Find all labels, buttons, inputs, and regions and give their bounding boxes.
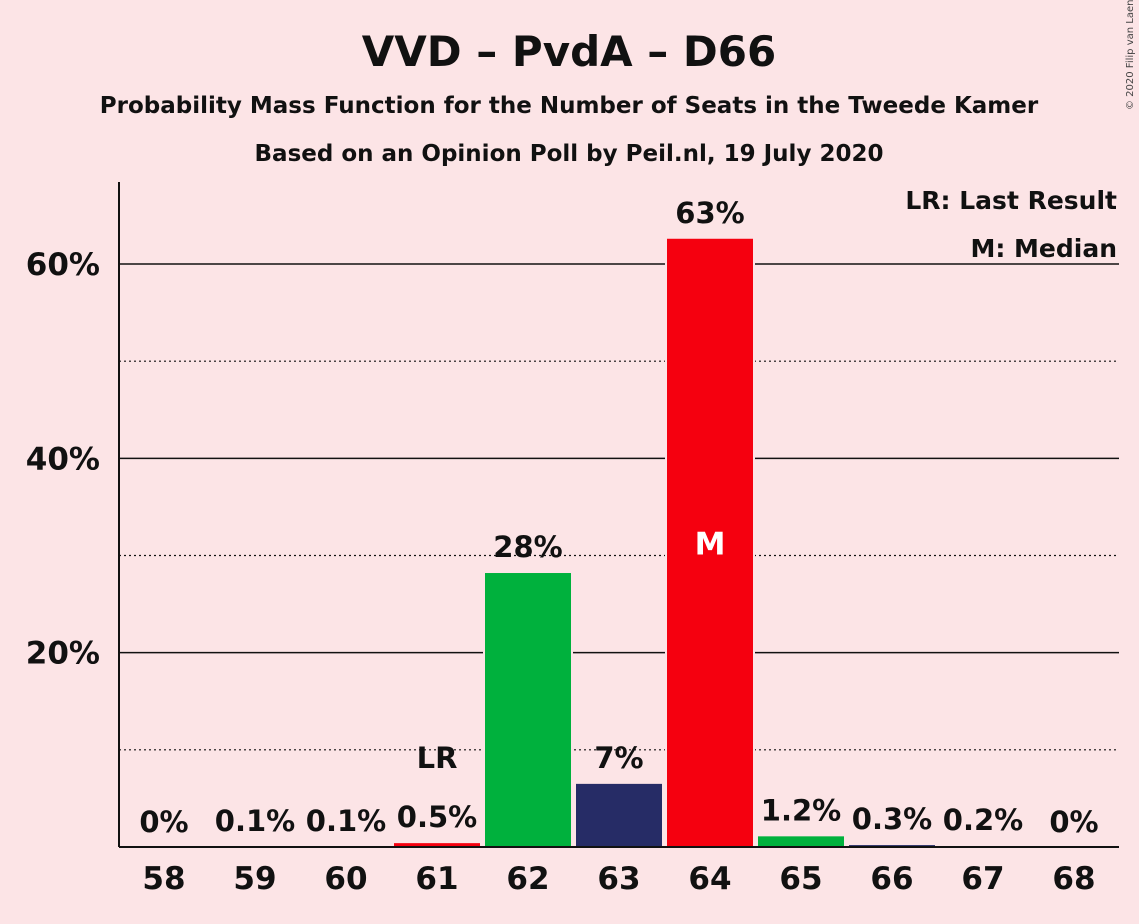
x-tick-label: 58: [142, 861, 185, 897]
bar-labels: 0% 58 0.1% 59 0.1% 60 0.5% 61 28% 62 7% 63 63% 64 1.2%…: [139, 196, 1098, 897]
x-tick-label: 61: [415, 861, 458, 897]
median-marker: M: [695, 527, 726, 563]
chart-title: VVD – PvdA – D66: [362, 27, 776, 76]
bar-value-label: 7%: [594, 741, 643, 775]
chart-subtitle: Probability Mass Function for the Number…: [100, 93, 1039, 119]
y-tick-label: 20%: [26, 636, 100, 672]
bar-value-label: 63%: [675, 196, 744, 230]
copyright-note: © 2020 Filip van Laenen: [1125, 0, 1136, 110]
last-result-marker: LR: [417, 741, 458, 775]
chart-source: Based on an Opinion Poll by Peil.nl, 19 …: [255, 141, 884, 167]
x-tick-label: 59: [233, 861, 276, 897]
bar-seats-63: [574, 781, 664, 848]
bar-value-label: 0.3%: [852, 802, 932, 836]
x-tick-label: 64: [688, 861, 731, 897]
bar-value-label: 28%: [493, 530, 562, 564]
x-tick-label: 67: [961, 861, 1004, 897]
x-tick-label: 66: [870, 861, 913, 897]
legend-backdrop: [901, 186, 1120, 215]
bar-value-label: 0.2%: [943, 803, 1023, 837]
x-tick-label: 68: [1052, 861, 1095, 897]
bar-value-label: 0.1%: [215, 804, 295, 838]
y-tick-label: 40%: [26, 441, 100, 477]
x-tick-label: 62: [506, 861, 549, 897]
x-tick-label: 65: [779, 861, 822, 897]
gridlines: [119, 263, 1119, 751]
bar-value-label: 0.5%: [397, 800, 477, 834]
bar-value-label: 0%: [1049, 805, 1098, 839]
legend-backdrop: [966, 234, 1119, 263]
y-tick-label: 60%: [26, 247, 100, 283]
axes: 20% 40% 60%: [26, 182, 1119, 848]
legend: LR: Last Result M: Median: [901, 186, 1120, 263]
bar-value-label: 1.2%: [761, 793, 841, 827]
bar-value-label: 0%: [139, 805, 188, 839]
legend-entry: LR: Last Result: [905, 186, 1117, 215]
bar-value-label: 0.1%: [306, 804, 386, 838]
bar-seats-65: [756, 834, 846, 849]
legend-entry: M: Median: [970, 234, 1117, 263]
x-tick-label: 60: [324, 861, 367, 897]
bar-seats-62: [483, 571, 573, 848]
x-tick-label: 63: [597, 861, 640, 897]
